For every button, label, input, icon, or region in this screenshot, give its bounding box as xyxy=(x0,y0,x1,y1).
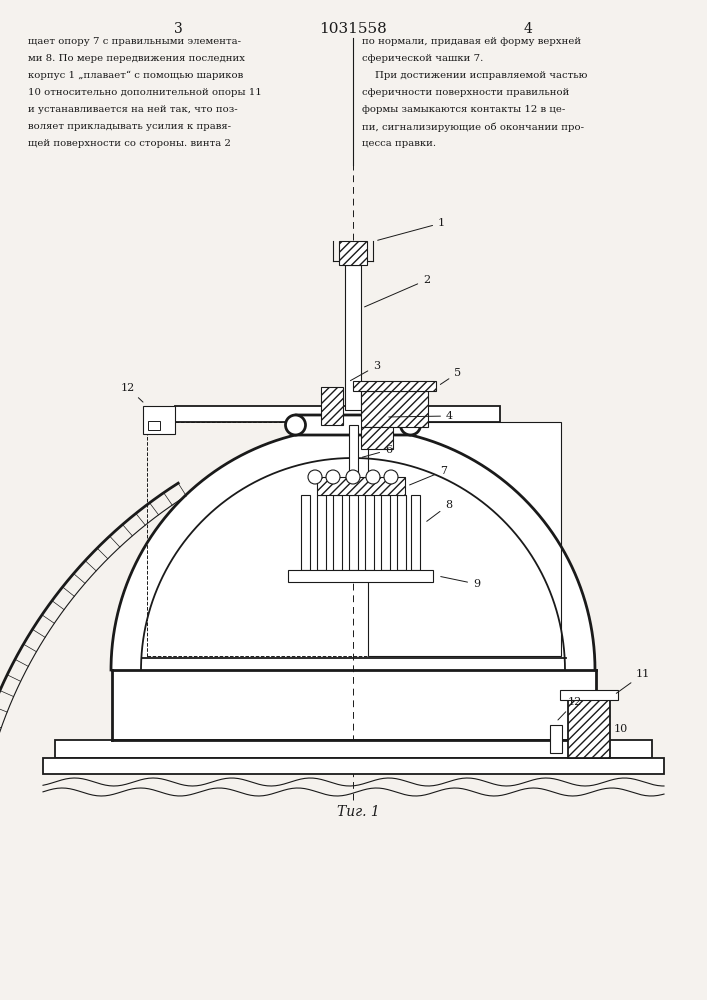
Bar xyxy=(147,422,368,656)
Bar xyxy=(55,740,652,758)
Text: сферической чашки 7.: сферической чашки 7. xyxy=(362,54,484,63)
Text: 13: 13 xyxy=(0,999,1,1000)
Bar xyxy=(368,422,561,656)
Text: 4: 4 xyxy=(389,411,453,421)
Bar xyxy=(349,425,358,490)
Circle shape xyxy=(286,415,305,435)
Bar xyxy=(380,495,390,570)
Text: 4: 4 xyxy=(524,22,532,36)
Text: 1: 1 xyxy=(378,218,445,240)
Text: корпус 1 „плавает“ с помощью шариков: корпус 1 „плавает“ с помощью шариков xyxy=(28,71,243,80)
Text: 2: 2 xyxy=(365,275,430,307)
Bar xyxy=(343,428,363,435)
Circle shape xyxy=(400,415,421,435)
Text: 1031558: 1031558 xyxy=(319,22,387,36)
Text: 7: 7 xyxy=(409,466,447,485)
Bar xyxy=(112,670,596,740)
Circle shape xyxy=(326,470,340,484)
Text: ми 8. По мере передвижения последних: ми 8. По мере передвижения последних xyxy=(28,54,245,63)
Text: 10 относительно дополнительной опоры 11: 10 относительно дополнительной опоры 11 xyxy=(28,88,262,97)
Text: 5: 5 xyxy=(440,368,461,384)
FancyBboxPatch shape xyxy=(296,415,411,435)
Bar xyxy=(332,495,341,570)
Bar xyxy=(560,690,618,700)
Circle shape xyxy=(384,470,398,484)
Polygon shape xyxy=(339,241,367,265)
Text: 11: 11 xyxy=(617,669,650,693)
Bar xyxy=(43,758,664,774)
Text: щей поверхности со стороны. винта 2: щей поверхности со стороны. винта 2 xyxy=(28,139,231,148)
Circle shape xyxy=(346,470,360,484)
Text: цесса правки.: цесса правки. xyxy=(362,139,436,148)
Text: 3: 3 xyxy=(174,22,182,36)
Text: сферичности поверхности правильной: сферичности поверхности правильной xyxy=(362,88,569,97)
Text: и устанавливается на ней так, что поз-: и устанавливается на ней так, что поз- xyxy=(28,105,238,114)
Bar xyxy=(397,495,406,570)
Circle shape xyxy=(366,470,380,484)
Polygon shape xyxy=(568,700,610,758)
Text: 10: 10 xyxy=(614,724,629,734)
Polygon shape xyxy=(361,391,428,427)
Text: 12: 12 xyxy=(121,383,143,402)
Text: При достижении исправляемой частью: При достижении исправляемой частью xyxy=(362,71,588,80)
Bar xyxy=(317,495,325,570)
Bar xyxy=(411,495,419,570)
Text: 8: 8 xyxy=(427,500,452,521)
Text: 3: 3 xyxy=(351,361,380,381)
Bar xyxy=(550,725,562,753)
Bar xyxy=(143,406,175,434)
Text: щает опору 7 с правильными элемента-: щает опору 7 с правильными элемента- xyxy=(28,37,241,46)
Text: 12: 12 xyxy=(558,697,583,720)
Bar xyxy=(175,406,500,422)
Text: формы замыкаются контакты 12 в це-: формы замыкаются контакты 12 в це- xyxy=(362,105,566,114)
Polygon shape xyxy=(361,427,393,449)
Bar xyxy=(148,421,160,430)
Bar xyxy=(288,570,433,582)
Polygon shape xyxy=(321,387,343,425)
Circle shape xyxy=(308,470,322,484)
Polygon shape xyxy=(111,428,596,670)
Bar xyxy=(345,265,361,410)
Text: 6: 6 xyxy=(362,445,392,457)
Text: 9: 9 xyxy=(440,577,480,589)
Bar xyxy=(365,495,373,570)
Bar xyxy=(300,495,310,570)
Bar xyxy=(349,495,358,570)
Polygon shape xyxy=(353,381,436,391)
Text: Τиг. 1: Τиг. 1 xyxy=(337,805,380,819)
Text: по нормали, придавая ей форму верхней: по нормали, придавая ей форму верхней xyxy=(362,37,581,46)
Text: воляет прикладывать усилия к правя-: воляет прикладывать усилия к правя- xyxy=(28,122,231,131)
Text: пи, сигнализирующие об окончании про-: пи, сигнализирующие об окончании про- xyxy=(362,122,584,131)
Polygon shape xyxy=(317,477,405,495)
